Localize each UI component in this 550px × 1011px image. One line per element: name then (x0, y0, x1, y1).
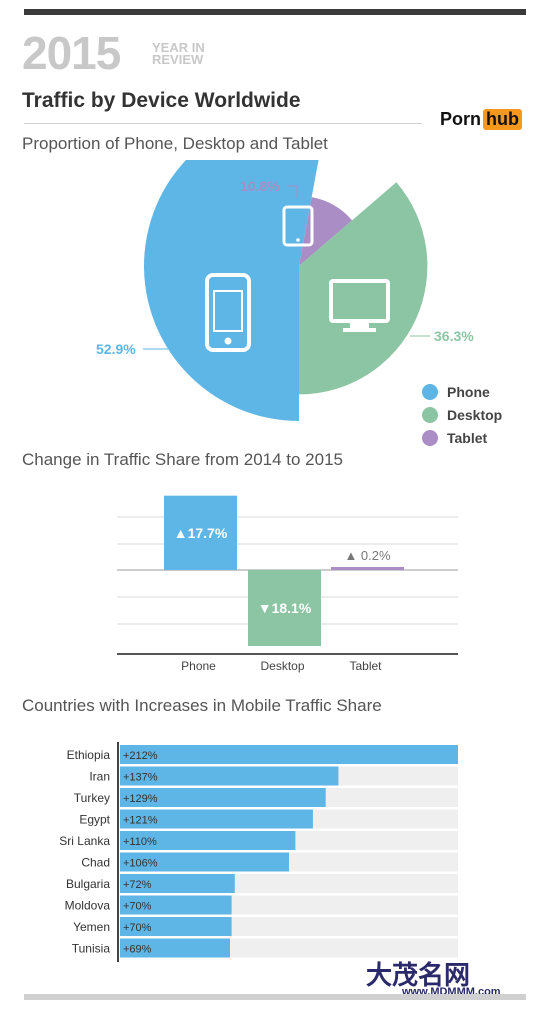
brand-logo: Porn hub (440, 107, 523, 131)
country-label-yemen: Yemen (73, 920, 110, 934)
legend-label-tablet: Tablet (447, 429, 488, 446)
change-tick-phone: Phone (181, 659, 216, 673)
logo-text-right: hub (483, 108, 523, 130)
country-label-egypt: Egypt (79, 813, 110, 827)
country-bar-sri-lanka (120, 831, 296, 850)
year-in-review-label: YEAR IN REVIEW (152, 40, 205, 67)
pie-label-tablet: 10.8% (240, 178, 280, 194)
change-bar-desktop (248, 570, 321, 647)
phone-icon-screen (213, 290, 243, 332)
country-bar-yemen (120, 917, 232, 936)
country-label-bulgaria: Bulgaria (66, 877, 110, 891)
country-label-ethiopia: Ethiopia (67, 748, 111, 762)
country-bar-iran (120, 766, 339, 786)
change-value-tablet: ▲ 0.2% (344, 548, 391, 563)
country-label-sri-lanka: Sri Lanka (59, 834, 110, 848)
pie-slice-desktop (299, 182, 428, 395)
country-bar-bulgaria (120, 874, 235, 893)
country-label-iran: Iran (89, 770, 110, 784)
country-value-chad: +106% (123, 858, 158, 870)
pie-label-phone: 52.9% (96, 341, 136, 357)
country-value-turkey: +129% (123, 793, 158, 805)
legend-item-phone: Phone (422, 380, 502, 403)
country-bar-tunisia (120, 938, 231, 958)
pie-label-desktop: 36.3% (434, 328, 474, 344)
legend-item-desktop: Desktop (422, 403, 502, 426)
country-bar-chad (120, 852, 289, 872)
device-pie-chart: 52.9% 36.3% 10.8% (96, 160, 474, 421)
section-title-countries: Countries with Increases in Mobile Traff… (22, 696, 382, 715)
country-label-moldova: Moldova (65, 899, 111, 913)
change-bar-phone (164, 495, 237, 570)
tablet-icon-button (296, 238, 300, 242)
country-bar-ethiopia (120, 745, 458, 764)
country-value-egypt: +121% (123, 815, 158, 827)
change-tick-desktop: Desktop (260, 659, 304, 673)
country-label-turkey: Turkey (74, 791, 110, 805)
legend-swatch-tablet (422, 429, 438, 446)
country-bar-moldova (120, 895, 232, 915)
country-label-tunisia: Tunisia (72, 942, 111, 956)
country-bar-egypt (120, 809, 313, 829)
phone-icon-button (224, 337, 232, 345)
review-line: REVIEW (152, 52, 204, 67)
change-value-phone: ▲17.7% (174, 525, 228, 541)
year-heading: 2015 (22, 27, 121, 79)
change-bar-chart: ▲17.7% Phone ▼18.1% Desktop ▲ 0.2% Tablet (117, 495, 458, 673)
section-title-proportion: Proportion of Phone, Desktop and Tablet (22, 134, 328, 153)
country-value-ethiopia: +212% (123, 750, 158, 762)
legend-swatch-desktop (422, 406, 438, 423)
year-in-line: YEAR IN (152, 40, 205, 55)
pie-leader-tablet (287, 185, 298, 198)
change-value-desktop: ▼18.1% (258, 600, 312, 616)
logo-text-left: Porn (440, 108, 482, 129)
legend-swatch-phone (422, 383, 438, 400)
footer-bar (24, 994, 526, 1000)
legend-label-desktop: Desktop (447, 406, 503, 423)
legend-label-phone: Phone (447, 383, 490, 400)
desktop-icon-stand (350, 321, 369, 330)
title-rule (24, 123, 422, 124)
desktop-icon-base (343, 328, 376, 332)
country-value-moldova: +70% (123, 901, 152, 913)
top-bar (24, 9, 526, 15)
phone-icon (205, 273, 251, 352)
page-title: Traffic by Device Worldwide (22, 89, 301, 112)
country-value-yemen: +70% (123, 922, 152, 934)
country-bar-chart: Ethiopia +212% Iran +137% Turkey +129% Egypt +1… (59, 742, 458, 962)
pie-legend: Phone Desktop Tablet (422, 380, 502, 449)
country-label-chad: Chad (81, 856, 110, 870)
country-value-sri-lanka: +110% (123, 836, 157, 848)
country-value-iran: +137% (123, 772, 158, 784)
tablet-icon (282, 205, 314, 247)
country-value-tunisia: +69% (123, 944, 152, 956)
section-title-change: Change in Traffic Share from 2014 to 201… (22, 450, 343, 469)
change-bar-tablet (331, 567, 404, 570)
country-value-bulgaria: +72% (123, 879, 152, 891)
legend-item-tablet: Tablet (422, 426, 502, 449)
watermark-logo: 大茂名网 (366, 960, 471, 990)
change-tick-tablet: Tablet (349, 659, 382, 673)
country-bar-turkey (120, 788, 326, 807)
